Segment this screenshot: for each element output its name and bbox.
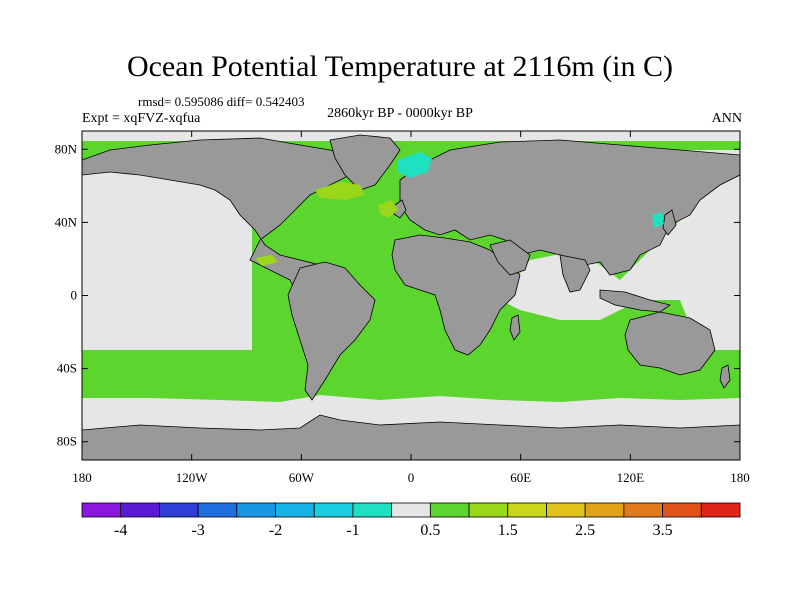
colorbar-label: -3 [191, 522, 204, 539]
antarctica [82, 414, 740, 460]
latitude-axis: 80N 40N 0 40S 80S [55, 141, 740, 449]
colorbar-swatch [429, 502, 470, 518]
colorbar-swatch [662, 502, 702, 518]
greenland [329, 134, 401, 191]
eurasia [399, 139, 740, 276]
colorbar-swatch [700, 502, 741, 518]
colorbar-label: 0.5 [420, 522, 440, 539]
india [559, 254, 591, 293]
period-text: 2860kyr BP - 0000kyr BP [327, 106, 473, 121]
colorbar-swatch [468, 502, 509, 518]
colorbar-label: 1.5 [498, 522, 518, 539]
longitude-axis: 180 120W 60W 0 60E 120E 180 [72, 131, 750, 485]
colorbar-label: -2 [269, 522, 282, 539]
madagascar [509, 314, 521, 341]
stats-text: rmsd= 0.595086 diff= 0.542403 [138, 94, 305, 109]
lon-tick-label: 180 [72, 470, 92, 485]
plot-area [82, 131, 740, 460]
colorbar-swatch [81, 502, 122, 518]
nordic-seas-patch [398, 152, 432, 178]
south-america [287, 261, 376, 401]
land-masses [82, 134, 740, 460]
colorbar-label: 3.5 [653, 522, 673, 539]
lat-tick-label: 40S [57, 361, 77, 376]
colorbar-swatch [507, 502, 547, 518]
season-text: ANN [711, 111, 742, 126]
lat-tick-label: 80S [57, 434, 77, 449]
antarctic-margin-field [82, 395, 740, 430]
colorbar-swatch [584, 502, 625, 518]
colorbar-swatch [546, 502, 586, 518]
colorbar-swatch [197, 502, 238, 518]
north-atlantic-warm-patch [315, 182, 365, 200]
lon-tick-label: 180 [730, 470, 750, 485]
lon-tick-label: 0 [408, 470, 415, 485]
lat-tick-label: 40N [55, 214, 78, 229]
experiment-text: Expt = xqFVZ-xqfua [82, 111, 201, 126]
colorbar-swatch [391, 502, 431, 518]
colorbar-swatch [236, 502, 276, 518]
colorbar-label: -4 [114, 522, 127, 539]
sea-of-japan-patch [652, 212, 664, 228]
lon-tick-label: 120W [176, 470, 209, 485]
north-atlantic-warm-patch-2 [378, 200, 398, 218]
japan [662, 209, 677, 236]
colorbar-swatch [352, 502, 393, 518]
colorbar-label: -1 [346, 522, 359, 539]
map-title: Ocean Potential Temperature at 2116m (in… [126, 50, 674, 83]
lon-tick-label: 60E [510, 470, 531, 485]
colorbar-swatch [623, 502, 663, 518]
colorbar-swatch [275, 502, 315, 518]
lon-tick-label: 120E [617, 470, 645, 485]
australia [624, 311, 716, 376]
caribbean-warm-patch [255, 255, 278, 266]
lat-tick-label: 0 [71, 288, 78, 303]
lat-tick-label: 80N [55, 141, 78, 156]
colorbar: -4 -3 -2 -1 0.5 1.5 2.5 3.5 [81, 502, 741, 539]
arabia [489, 239, 531, 276]
colorbar-swatch [159, 502, 199, 518]
colorbar-label: 2.5 [575, 522, 595, 539]
colorbar-swatch [120, 502, 160, 518]
colorbar-swatch [313, 502, 354, 518]
africa [391, 234, 521, 356]
lon-tick-label: 60W [289, 470, 315, 485]
new-zealand [719, 364, 731, 389]
